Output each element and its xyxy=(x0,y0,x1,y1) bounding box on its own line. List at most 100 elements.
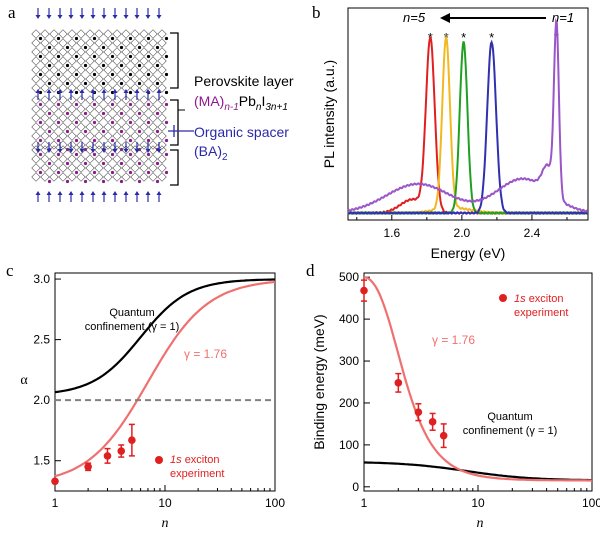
octahedron xyxy=(103,104,113,114)
octahedron xyxy=(49,47,59,57)
formula-ma: (MA) xyxy=(194,93,224,109)
spacer-arrow-head xyxy=(112,15,118,19)
cation-dot xyxy=(65,111,70,116)
cation-dot xyxy=(47,111,52,116)
octahedron xyxy=(85,104,95,114)
ytick-label: 2.0 xyxy=(33,393,50,407)
octahedron xyxy=(139,29,149,39)
octahedron xyxy=(139,95,149,105)
octahedron xyxy=(49,56,59,66)
cation-dot xyxy=(92,138,97,143)
octahedron xyxy=(148,113,158,123)
xtick-label: 1 xyxy=(52,496,59,510)
octahedron xyxy=(130,47,140,57)
panel-c-gamma-label: γ = 1.76 xyxy=(184,347,227,361)
octahedron xyxy=(112,95,122,105)
octahedron xyxy=(49,65,59,75)
octahedron xyxy=(94,131,104,141)
octahedron xyxy=(76,113,86,123)
xtick-label: 100 xyxy=(265,496,285,510)
octahedron xyxy=(76,56,86,66)
fit-curve xyxy=(54,280,276,478)
octahedron xyxy=(85,65,95,75)
panel-b-label: b xyxy=(312,3,321,22)
octahedron xyxy=(85,122,95,132)
panel-b-ylabel: PL intensity (a.u.) xyxy=(321,60,337,168)
octahedron xyxy=(67,56,77,66)
cation-dot xyxy=(128,170,133,175)
spacer-arrow-head xyxy=(46,149,52,153)
cation-dot xyxy=(110,120,115,125)
cation-dot xyxy=(146,170,151,175)
cation-dot xyxy=(164,170,169,175)
octahedron xyxy=(121,95,131,105)
octahedron xyxy=(40,172,50,182)
octahedron xyxy=(40,29,50,39)
octahedron xyxy=(130,163,140,173)
octahedron xyxy=(58,104,68,114)
cation-dot xyxy=(146,138,151,143)
octahedron xyxy=(40,131,50,141)
octahedron xyxy=(112,65,122,75)
panel-c-axis: 1 10 100 1.5 2.0 2.5 3.0 xyxy=(33,272,285,510)
spacer-arrow-head xyxy=(57,15,63,19)
perovskite-layer-label: Perovskite layer xyxy=(194,73,294,89)
octahedron xyxy=(130,122,140,132)
cation-dot xyxy=(128,72,133,77)
octahedron xyxy=(67,154,77,164)
octahedron xyxy=(157,29,167,39)
octahedron xyxy=(103,122,113,132)
octahedron xyxy=(139,140,149,150)
octahedron xyxy=(40,38,50,48)
octahedron xyxy=(49,154,59,164)
formula-sub2: 3n+1 xyxy=(265,102,288,113)
octahedron xyxy=(139,145,149,155)
cation-dot xyxy=(155,179,160,184)
spacer-arrow-head xyxy=(145,89,151,93)
octahedron xyxy=(103,83,113,93)
octahedron xyxy=(139,131,149,141)
qc-curve xyxy=(364,461,592,482)
octahedron xyxy=(94,56,104,66)
data-point xyxy=(51,477,59,486)
spacer-arrow-head xyxy=(68,89,74,93)
cation-dot xyxy=(56,36,61,41)
spacer-arrow-head xyxy=(79,149,85,153)
octahedron xyxy=(31,172,41,182)
octahedron xyxy=(85,140,95,150)
octahedron xyxy=(112,74,122,84)
cation-dot xyxy=(137,45,142,50)
octahedron xyxy=(139,47,149,57)
octahedron xyxy=(148,47,158,57)
cation-dot xyxy=(92,36,97,41)
octahedron xyxy=(58,154,68,164)
octahedron xyxy=(112,56,122,66)
cation-dot xyxy=(92,152,97,157)
octahedron xyxy=(49,29,59,39)
octahedron xyxy=(139,38,149,48)
spacer-arrow-head xyxy=(145,191,151,195)
octahedron xyxy=(139,154,149,164)
fit-curve xyxy=(363,276,592,482)
octahedron xyxy=(148,65,158,75)
octahedron xyxy=(121,47,131,57)
spacer-arrow-head xyxy=(123,191,129,195)
octahedron xyxy=(40,104,50,114)
octahedron xyxy=(85,172,95,182)
octahedron xyxy=(40,163,50,173)
cation-dot xyxy=(101,81,106,86)
octahedron xyxy=(76,140,86,150)
cation-dot xyxy=(83,129,88,134)
panel-d-ylabel: Binding energy (meV) xyxy=(311,314,327,449)
cation-dot xyxy=(74,102,79,107)
octahedron xyxy=(85,113,95,123)
octahedron xyxy=(112,131,122,141)
cation-dot xyxy=(101,111,106,116)
spacer-arrow-head xyxy=(90,149,96,153)
octahedron xyxy=(67,65,77,75)
bracket-bottom xyxy=(170,149,179,186)
octahedron xyxy=(67,29,77,39)
panel-c-legend-2: experiment xyxy=(170,468,224,480)
octahedron xyxy=(103,145,113,155)
octahedron xyxy=(94,104,104,114)
